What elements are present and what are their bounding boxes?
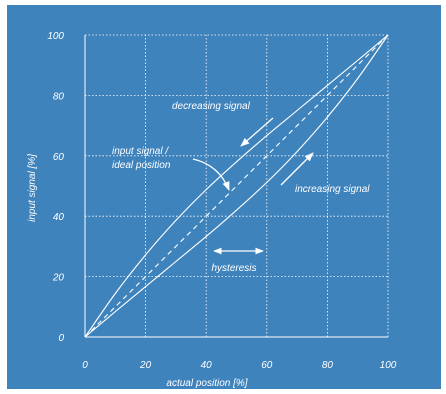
- x-tick-label-0: 0: [82, 360, 88, 371]
- ideal-position-arrow: [192, 158, 230, 191]
- axes: [84, 35, 388, 338]
- series-line-increasing-signal: [84, 34, 389, 338]
- annotations: decreasing signal increasing signal inpu…: [112, 101, 370, 274]
- annotation-ideal-line2: ideal position: [112, 160, 171, 171]
- chart-background: [7, 5, 441, 389]
- y-tick-label-100: 100: [47, 31, 64, 42]
- x-axis-title: actual position [%]: [166, 378, 247, 389]
- annotation-increasing-signal: increasing signal: [295, 184, 370, 195]
- hysteresis-chart: 0 20 40 60 80 100 0 20 40 60 80 100 actual positio…: [7, 5, 441, 389]
- annotation-hysteresis: hysteresis: [211, 263, 256, 274]
- x-tick-label-100: 100: [380, 360, 397, 371]
- x-tick-label-80: 80: [322, 360, 334, 371]
- y-tick-label-40: 40: [53, 212, 65, 223]
- annotation-decreasing-signal: decreasing signal: [172, 101, 251, 112]
- x-tick-labels: 0 20 40 60 80 100: [82, 360, 397, 371]
- y-tick-label-0: 0: [58, 333, 64, 344]
- series-line-decreasing-signal: [84, 34, 389, 338]
- x-tick-label-60: 60: [261, 360, 273, 371]
- y-tick-label-60: 60: [53, 152, 65, 163]
- grid-lines: [85, 34, 389, 337]
- x-tick-label-40: 40: [201, 360, 213, 371]
- decreasing-arrow: [240, 117, 274, 147]
- y-tick-label-20: 20: [52, 273, 65, 284]
- increasing-arrow: [280, 152, 314, 186]
- y-axis-title: input signal [%]: [27, 154, 38, 222]
- series-group: [84, 34, 389, 338]
- annotation-ideal-line1: input signal /: [112, 146, 169, 157]
- y-tick-label-80: 80: [53, 91, 65, 102]
- chart-svg: 0 20 40 60 80 100 0 20 40 60 80 100 actual positio…: [7, 5, 441, 389]
- x-tick-label-20: 20: [139, 360, 152, 371]
- y-tick-labels: 0 20 40 60 80 100: [47, 31, 64, 344]
